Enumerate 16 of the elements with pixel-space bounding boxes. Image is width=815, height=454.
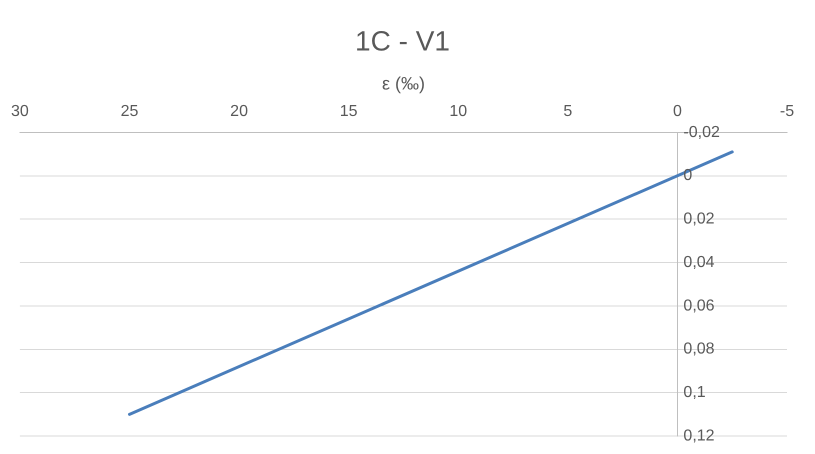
y-tick-label: 0,08 — [683, 340, 715, 358]
chart-title: 1C - V1 — [355, 26, 450, 57]
x-tick-label: 5 — [563, 103, 572, 120]
x-tick-label: 30 — [11, 103, 29, 120]
y-tick-label: 0,04 — [683, 254, 715, 271]
x-tick-label: -5 — [780, 103, 794, 120]
x-axis-title: ε (‰) — [382, 73, 425, 94]
x-tick-label: 20 — [230, 103, 248, 120]
x-tick-label: 10 — [449, 103, 468, 120]
x-tick-label: 25 — [120, 103, 138, 120]
y-tick-label: 0,1 — [683, 384, 706, 402]
y-tick-label: -0,02 — [683, 124, 720, 141]
x-tick-label: 15 — [340, 103, 358, 120]
y-tick-label: 0,12 — [683, 427, 715, 444]
y-tick-label: 0,06 — [683, 297, 715, 314]
y-tick-label: 0,02 — [683, 210, 715, 228]
